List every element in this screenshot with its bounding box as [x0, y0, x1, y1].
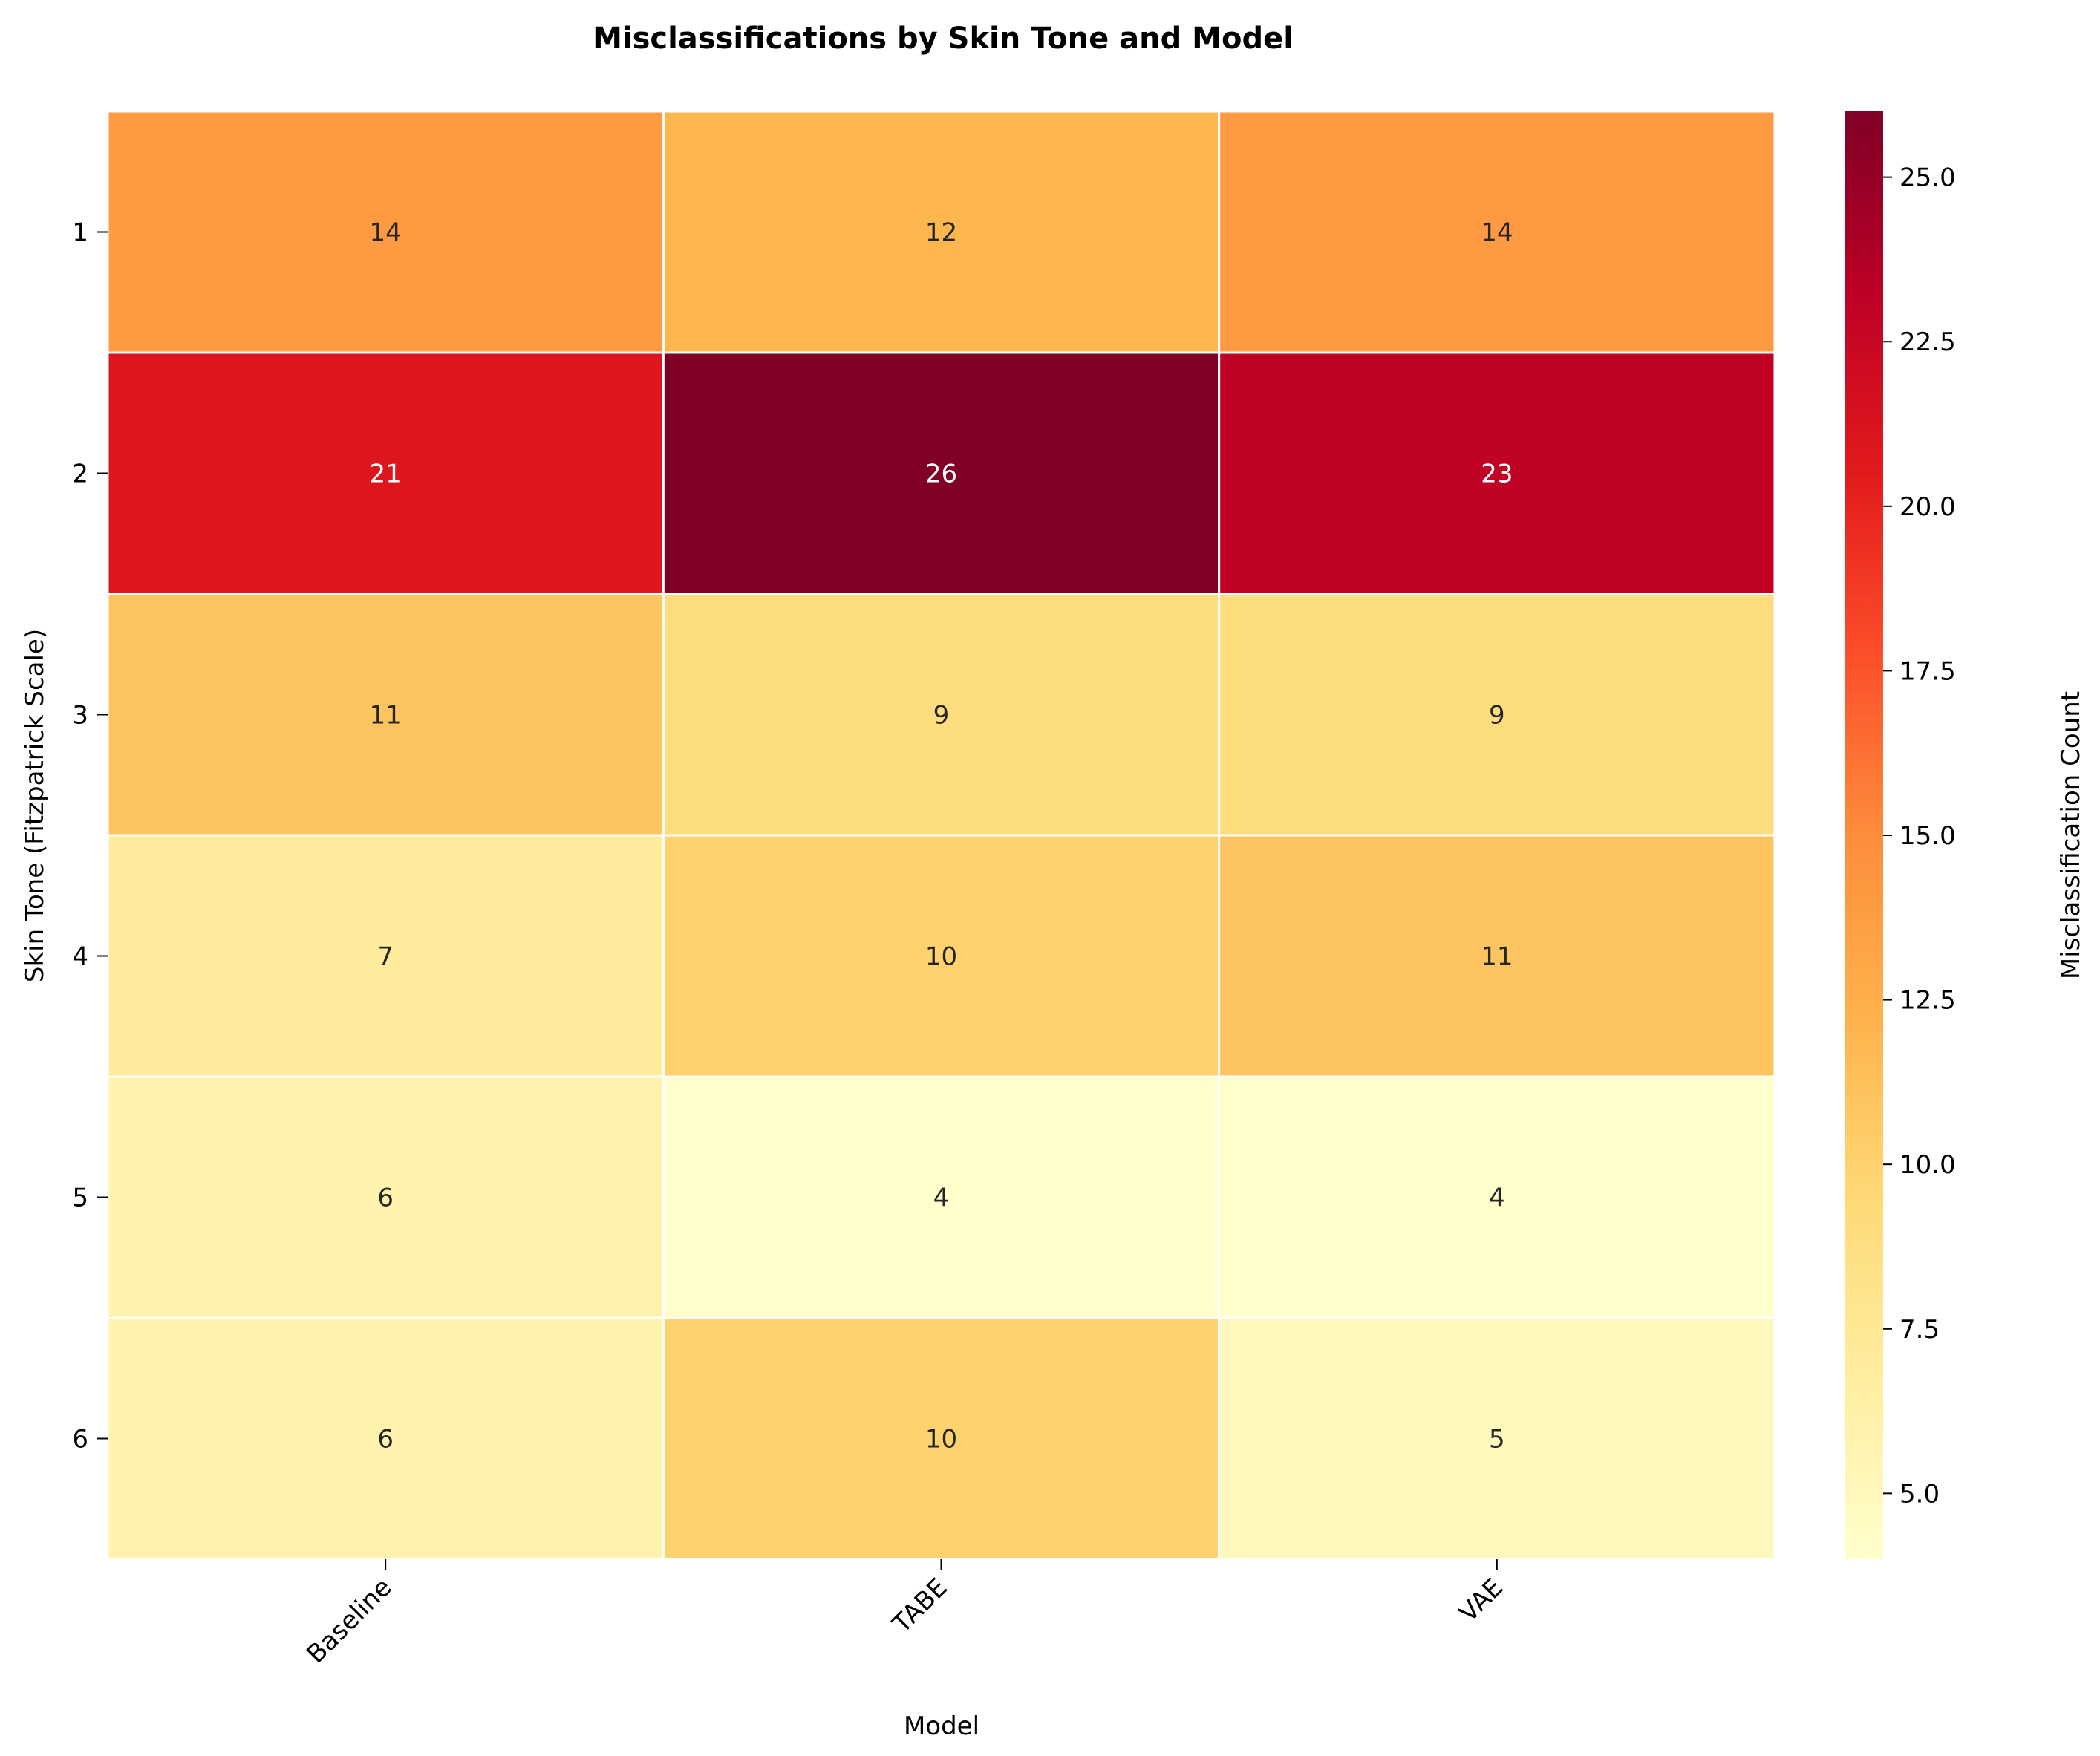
- cell-value-label: 14: [1481, 218, 1513, 248]
- cell-value-label: 4: [933, 1184, 950, 1213]
- colorbar-tick-label: 12.5: [1900, 986, 1956, 1016]
- heatmap-cell-r3-c2: [662, 593, 1221, 837]
- y-tick-label: 3: [72, 701, 88, 731]
- colorbar-gradient: [1845, 111, 1883, 1559]
- colorbar-tick-label: 15.0: [1900, 821, 1956, 851]
- x-tick-label: VAE: [1453, 1573, 1509, 1628]
- y-tick-label: 1: [72, 218, 88, 248]
- cell-value-label: 9: [1489, 701, 1505, 731]
- colorbar-tick-label: 5.0: [1900, 1479, 1940, 1509]
- cell-labels: 14 12 14 21 26 23 11 9 9 7 10 11 6 4 4 6 10 5: [370, 218, 1513, 1455]
- y-tick-label: 6: [72, 1425, 88, 1455]
- heatmap-cells: [106, 110, 1776, 1561]
- colorbar-ticks: 5.0 7.5 10.0 12.5 15.0 17.5 20.0 22.5 25.0: [1883, 163, 1956, 1509]
- heatmap-cell-r2-c2: [662, 351, 1221, 595]
- cell-value-label: 14: [370, 218, 402, 248]
- colorbar-tick-label: 20.0: [1900, 492, 1956, 522]
- colorbar-label: Misclassification Count: [2056, 691, 2086, 979]
- x-tick-label: TABE: [887, 1573, 953, 1639]
- cell-value-label: 23: [1481, 460, 1513, 489]
- heatmap-cell-r5-c3: [1218, 1075, 1776, 1319]
- heatmap-cell-r5-c2: [662, 1075, 1221, 1319]
- cell-value-label: 4: [1489, 1184, 1505, 1213]
- heatmap-cell-r1-c2: [662, 110, 1221, 354]
- colorbar: 5.0 7.5 10.0 12.5 15.0 17.5 20.0 22.5 25.0 Miscl…: [1845, 111, 2086, 1559]
- cell-value-label: 7: [377, 942, 394, 972]
- x-tick-label: Baseline: [301, 1573, 397, 1669]
- cell-value-label: 10: [925, 942, 957, 972]
- cell-value-label: 9: [933, 701, 950, 731]
- cell-value-label: 10: [925, 1425, 957, 1455]
- heatmap-cell-r1-c3: [1218, 110, 1776, 354]
- y-tick-label: 2: [72, 460, 88, 489]
- heatmap-cell-r4-c3: [1218, 834, 1776, 1078]
- cell-value-label: 26: [925, 460, 957, 489]
- colorbar-tick-label: 17.5: [1900, 656, 1956, 686]
- cell-value-label: 21: [370, 460, 402, 489]
- cell-value-label: 5: [1489, 1425, 1505, 1455]
- heatmap-cell-r2-c1: [106, 351, 665, 595]
- cell-value-label: 12: [925, 218, 957, 248]
- heatmap-cell-r3-c1: [106, 593, 665, 837]
- colorbar-tick-label: 7.5: [1900, 1315, 1940, 1345]
- colorbar-tick-label: 22.5: [1900, 327, 1956, 357]
- cell-value-label: 11: [370, 701, 402, 731]
- colorbar-tick-label: 10.0: [1900, 1150, 1956, 1180]
- heatmap-cell-r5-c1: [106, 1075, 665, 1319]
- x-axis-ticks: Baseline TABE VAE: [301, 1559, 1509, 1669]
- heatmap-cell-r6-c3: [1218, 1316, 1776, 1561]
- x-axis-label: Model: [904, 1711, 979, 1741]
- cell-value-label: 6: [377, 1425, 394, 1455]
- y-axis-ticks: 1 2 3 4 5 6: [72, 218, 108, 1455]
- heatmap-cell-r1-c1: [106, 110, 665, 354]
- y-tick-label: 5: [72, 1184, 88, 1213]
- heatmap-cell-r6-c2: [662, 1316, 1221, 1561]
- chart-title: Misclassifications by Skin Tone and Mode…: [593, 22, 1294, 56]
- cell-value-label: 11: [1481, 942, 1513, 972]
- y-axis-label: Skin Tone (Fitzpatrick Scale): [20, 629, 50, 982]
- heatmap-cell-r2-c3: [1218, 351, 1776, 595]
- y-tick-label: 4: [72, 942, 88, 972]
- colorbar-tick-label: 25.0: [1900, 163, 1956, 193]
- heatmap-cell-r4-c1: [106, 834, 665, 1078]
- cell-value-label: 6: [377, 1184, 394, 1213]
